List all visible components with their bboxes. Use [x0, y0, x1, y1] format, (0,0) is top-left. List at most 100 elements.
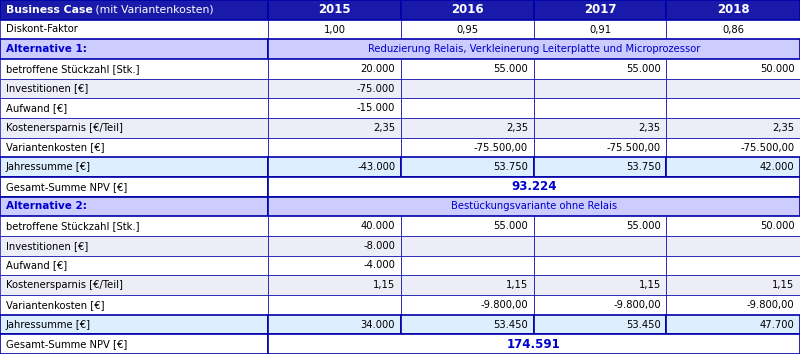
- Bar: [268, 275, 401, 295]
- Text: 1,15: 1,15: [506, 280, 528, 290]
- Text: 1,15: 1,15: [373, 280, 395, 290]
- Bar: [0, 118, 268, 138]
- Text: -9.800,00: -9.800,00: [480, 300, 528, 310]
- Text: Jahressumme [€]: Jahressumme [€]: [6, 320, 90, 330]
- Text: 0,86: 0,86: [722, 24, 744, 34]
- Bar: [268, 256, 401, 275]
- Text: 40.000: 40.000: [361, 221, 395, 231]
- Text: Variantenkosten [€]: Variantenkosten [€]: [6, 300, 104, 310]
- Text: Gesamt-Summe NPV [€]: Gesamt-Summe NPV [€]: [6, 339, 127, 349]
- Bar: [534, 275, 666, 295]
- Bar: [666, 98, 800, 118]
- Text: 2,35: 2,35: [638, 123, 661, 133]
- Bar: [666, 275, 800, 295]
- Text: 55.000: 55.000: [494, 221, 528, 231]
- Bar: [268, 98, 401, 118]
- Bar: [268, 216, 401, 236]
- Bar: [666, 216, 800, 236]
- Bar: [268, 118, 401, 138]
- Bar: [401, 295, 534, 315]
- Text: Bestückungsvariante ohne Relais: Bestückungsvariante ohne Relais: [451, 201, 617, 211]
- Text: Reduzierung Relais, Verkleinerung Leiterplatte und Microprozessor: Reduzierung Relais, Verkleinerung Leiter…: [368, 44, 700, 54]
- Bar: [534, 0, 666, 20]
- Text: 53.750: 53.750: [626, 162, 661, 172]
- Text: 93.224: 93.224: [511, 180, 557, 193]
- Bar: [666, 79, 800, 98]
- Text: 2,35: 2,35: [772, 123, 794, 133]
- Bar: [0, 236, 268, 256]
- Bar: [0, 275, 268, 295]
- Text: Investitionen [€]: Investitionen [€]: [6, 84, 88, 93]
- Text: betroffene Stückzahl [Stk.]: betroffene Stückzahl [Stk.]: [6, 221, 139, 231]
- Text: 0,91: 0,91: [589, 24, 611, 34]
- Bar: [0, 197, 268, 216]
- Text: 50.000: 50.000: [760, 221, 794, 231]
- Bar: [401, 216, 534, 236]
- Bar: [401, 275, 534, 295]
- Bar: [0, 256, 268, 275]
- Bar: [0, 0, 268, 20]
- Bar: [534, 315, 666, 334]
- Text: 50.000: 50.000: [760, 64, 794, 74]
- Bar: [666, 20, 800, 39]
- Bar: [534, 157, 666, 177]
- Bar: [666, 118, 800, 138]
- Text: 55.000: 55.000: [494, 64, 528, 74]
- Text: Aufwand [€]: Aufwand [€]: [6, 103, 66, 113]
- Text: -75.500,00: -75.500,00: [474, 143, 528, 153]
- Text: 53.450: 53.450: [494, 320, 528, 330]
- Text: 2,35: 2,35: [506, 123, 528, 133]
- Bar: [534, 216, 666, 236]
- Bar: [0, 20, 268, 39]
- Bar: [0, 177, 268, 197]
- Bar: [666, 256, 800, 275]
- Text: Variantenkosten [€]: Variantenkosten [€]: [6, 143, 104, 153]
- Bar: [268, 39, 800, 59]
- Bar: [401, 20, 534, 39]
- Text: -75.500,00: -75.500,00: [606, 143, 661, 153]
- Text: Diskont-Faktor: Diskont-Faktor: [6, 24, 78, 34]
- Text: -4.000: -4.000: [363, 261, 395, 270]
- Text: 2016: 2016: [451, 3, 483, 16]
- Bar: [0, 138, 268, 157]
- Bar: [268, 0, 401, 20]
- Text: 47.700: 47.700: [760, 320, 794, 330]
- Bar: [666, 0, 800, 20]
- Text: 55.000: 55.000: [626, 221, 661, 231]
- Text: 1,15: 1,15: [772, 280, 794, 290]
- Text: 1,15: 1,15: [638, 280, 661, 290]
- Bar: [534, 118, 666, 138]
- Bar: [268, 20, 401, 39]
- Bar: [268, 295, 401, 315]
- Text: Kostenersparnis [€/Teil]: Kostenersparnis [€/Teil]: [6, 123, 122, 133]
- Bar: [401, 59, 534, 79]
- Text: Aufwand [€]: Aufwand [€]: [6, 261, 66, 270]
- Bar: [534, 138, 666, 157]
- Text: 55.000: 55.000: [626, 64, 661, 74]
- Bar: [268, 138, 401, 157]
- Bar: [0, 295, 268, 315]
- Text: 174.591: 174.591: [507, 338, 561, 351]
- Text: Alternative 2:: Alternative 2:: [6, 201, 86, 211]
- Bar: [666, 315, 800, 334]
- Text: -43.000: -43.000: [357, 162, 395, 172]
- Text: Gesamt-Summe NPV [€]: Gesamt-Summe NPV [€]: [6, 182, 127, 192]
- Text: -15.000: -15.000: [357, 103, 395, 113]
- Text: Alternative 1:: Alternative 1:: [6, 44, 86, 54]
- Text: 2018: 2018: [717, 3, 750, 16]
- Text: -75.500,00: -75.500,00: [740, 143, 794, 153]
- Bar: [534, 59, 666, 79]
- Bar: [268, 177, 800, 197]
- Text: 2015: 2015: [318, 3, 350, 16]
- Text: 20.000: 20.000: [361, 64, 395, 74]
- Bar: [268, 59, 401, 79]
- Bar: [268, 157, 401, 177]
- Text: -9.800,00: -9.800,00: [746, 300, 794, 310]
- Bar: [534, 20, 666, 39]
- Text: -8.000: -8.000: [363, 241, 395, 251]
- Bar: [0, 334, 268, 354]
- Text: Investitionen [€]: Investitionen [€]: [6, 241, 88, 251]
- Bar: [268, 315, 401, 334]
- Text: 2017: 2017: [584, 3, 616, 16]
- Bar: [534, 98, 666, 118]
